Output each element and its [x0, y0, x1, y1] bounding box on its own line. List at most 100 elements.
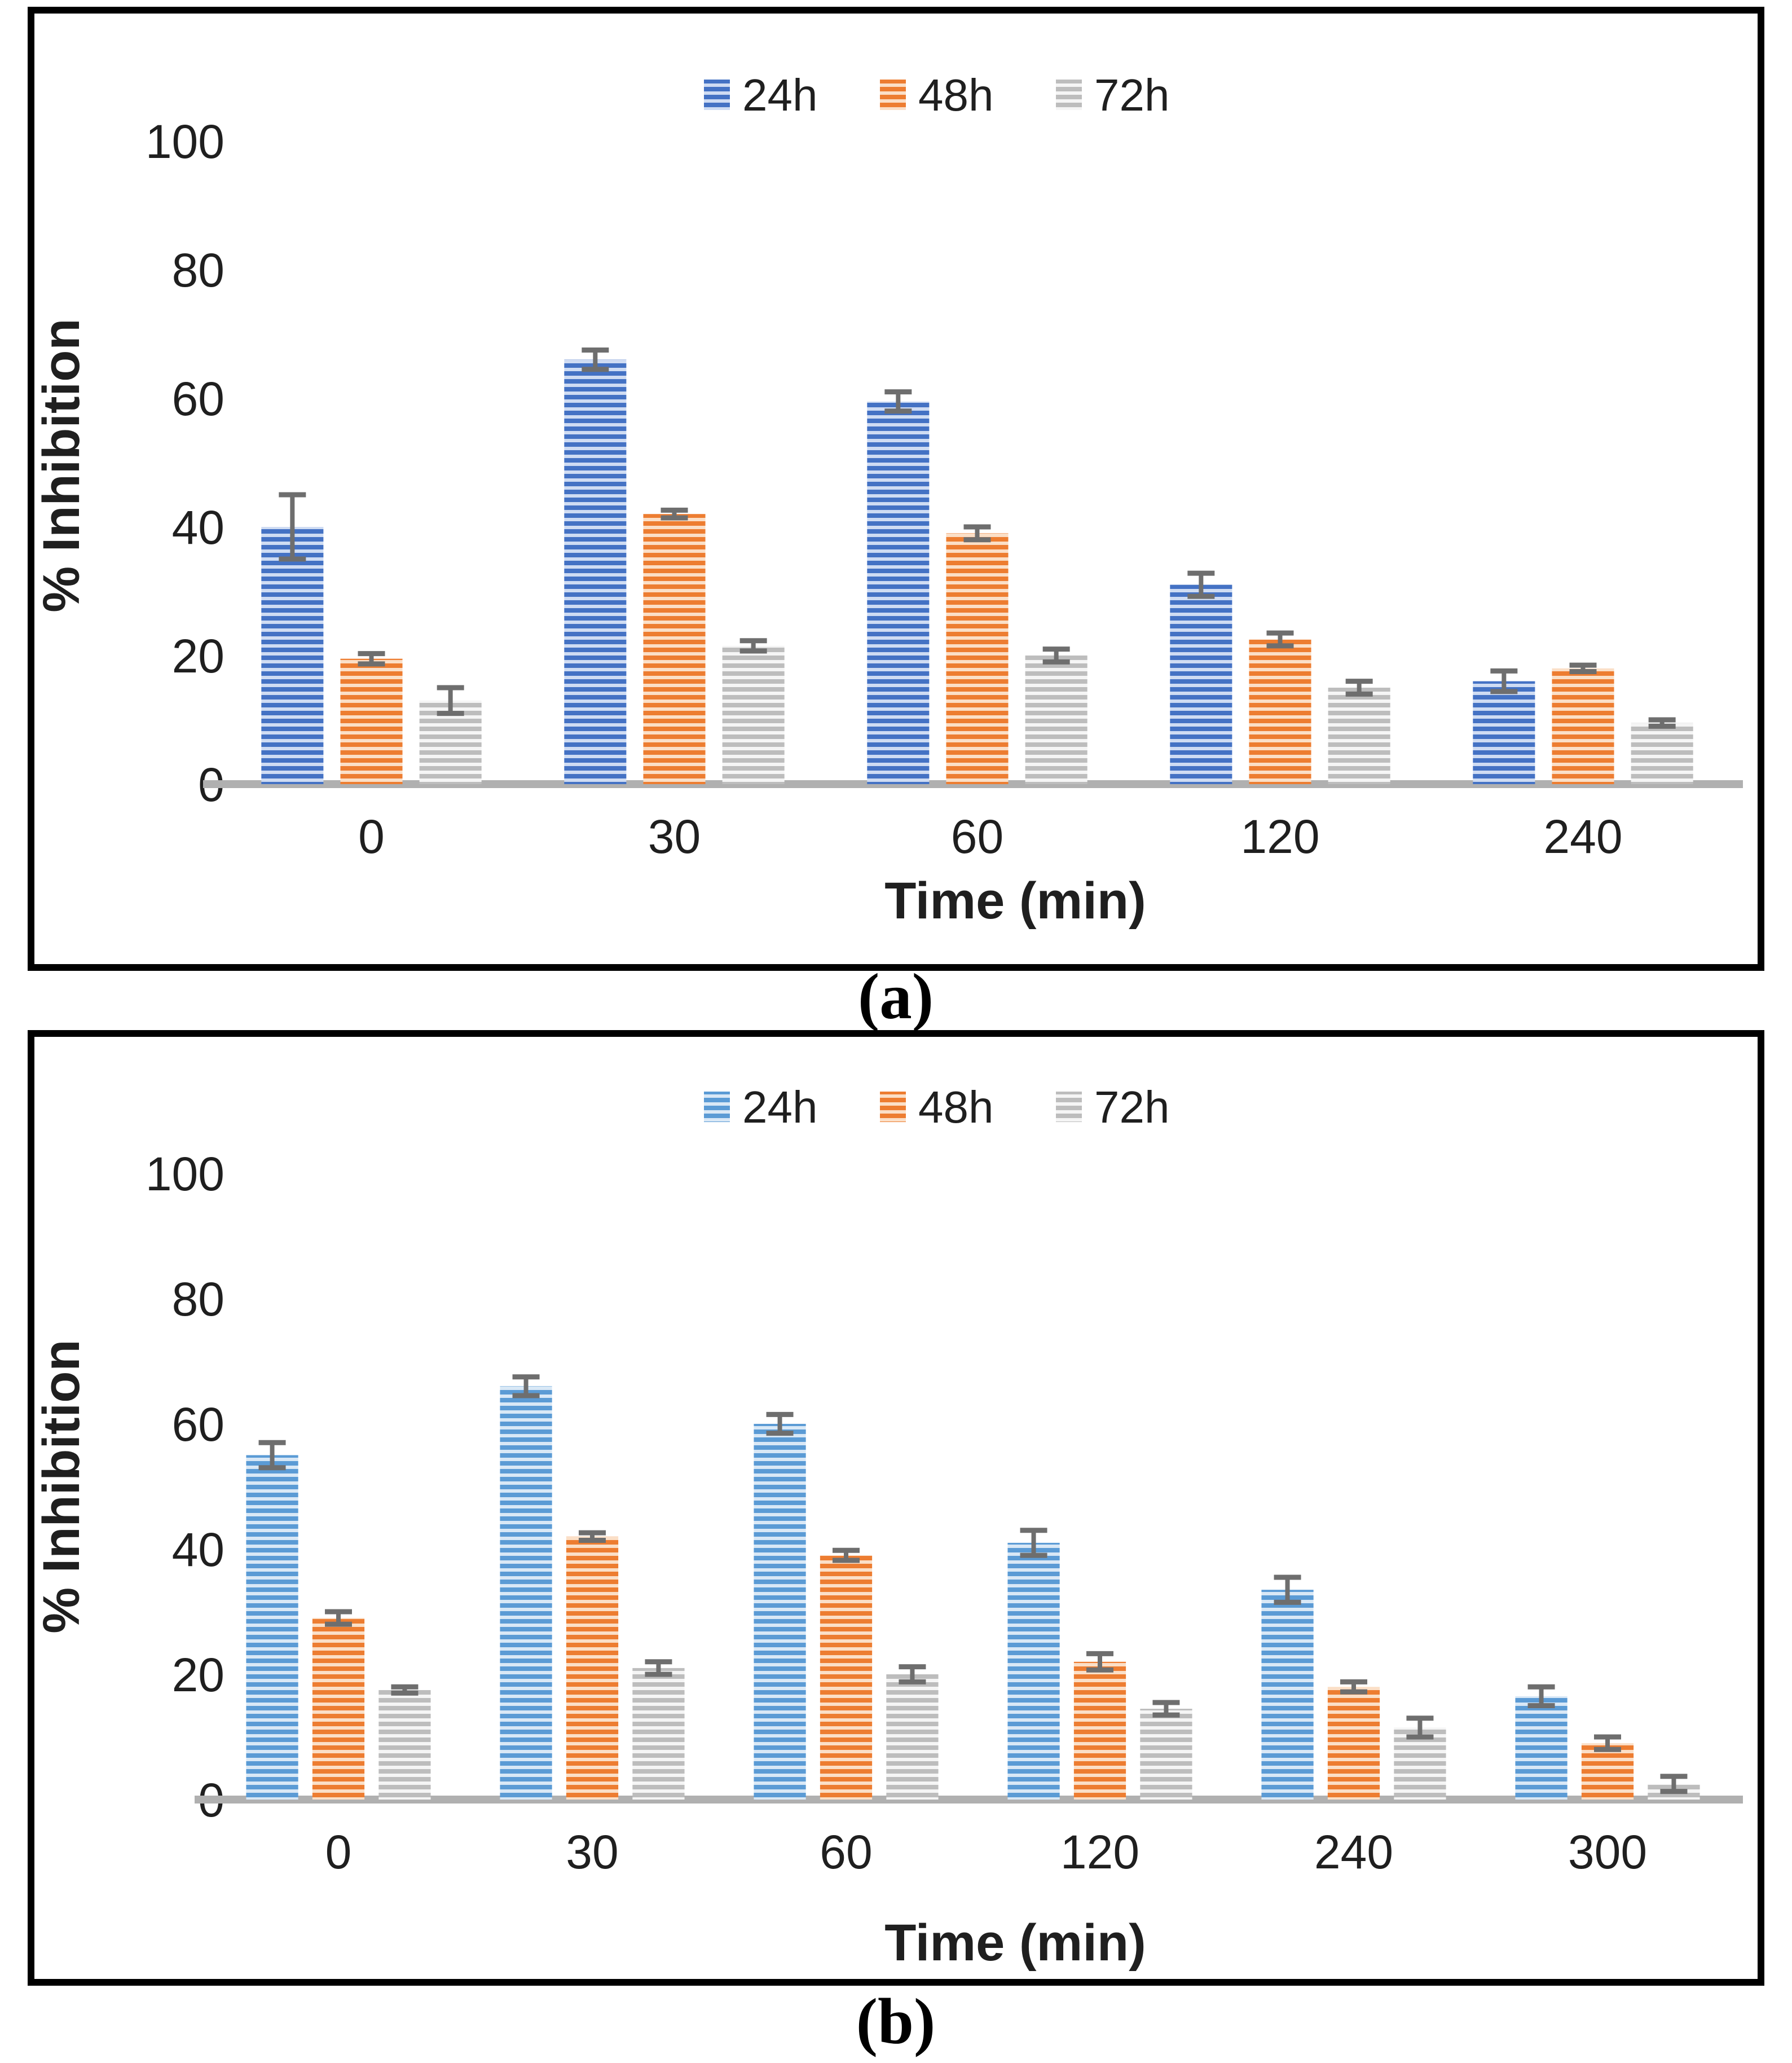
legend-label-24h: 24h: [742, 70, 817, 120]
bar-24h-0: [261, 527, 324, 784]
chart-a-y-axis-title: % Inhibition: [33, 318, 90, 612]
bar-48h-60: [820, 1555, 873, 1800]
panel-a-border: [28, 7, 1764, 971]
panel-b-caption: (b): [856, 1986, 936, 2057]
bar-72h-30: [722, 645, 785, 784]
legend-swatch-72h: [1056, 1092, 1082, 1122]
y-tick-label-80: 80: [172, 1273, 224, 1326]
error-bar-24h-0: [279, 492, 306, 562]
y-tick-label-100: 100: [146, 115, 224, 168]
y-tick-label-80: 80: [172, 244, 224, 297]
bar-72h-120: [1140, 1709, 1192, 1800]
error-bar-24h-240: [1490, 668, 1518, 694]
x-tick-label-30: 30: [648, 810, 701, 863]
error-bar-48h-60: [833, 1547, 860, 1563]
legend-label-72h: 72h: [1094, 70, 1169, 120]
chart-b-x-axis-title: Time (min): [884, 1914, 1146, 1972]
error-bar-48h-120: [1266, 630, 1294, 649]
bar-72h-60: [1025, 656, 1087, 784]
legend-item-72h: 72h: [1056, 70, 1169, 120]
bar-24h-0: [246, 1455, 298, 1800]
x-tick-label-300: 300: [1568, 1826, 1647, 1879]
bar-72h-0: [378, 1690, 431, 1800]
bar-24h-60: [754, 1424, 806, 1800]
y-tick-label-20: 20: [172, 630, 224, 683]
chart-b-y-axis-title: % Inhibition: [33, 1339, 90, 1633]
legend-swatch-24h: [704, 80, 730, 110]
error-bar-48h-0: [358, 651, 385, 667]
y-tick-label-20: 20: [172, 1648, 224, 1701]
error-bar-24h-120: [1187, 570, 1215, 599]
panel-a-caption: (a): [858, 961, 934, 1032]
bar-24h-300: [1515, 1696, 1568, 1800]
legend-swatch-48h: [880, 1092, 906, 1122]
bar-48h-120: [1249, 639, 1311, 784]
bar-48h-300: [1581, 1743, 1634, 1800]
error-bar-72h-60: [899, 1664, 926, 1684]
error-bar-72h-120: [1345, 679, 1373, 697]
bar-24h-30: [500, 1386, 552, 1800]
legend-label-24h: 24h: [742, 1082, 817, 1132]
error-bar-48h-0: [325, 1609, 352, 1627]
y-tick-label-60: 60: [172, 372, 224, 425]
error-bar-72h-0: [437, 685, 464, 716]
bar-24h-120: [1170, 584, 1232, 784]
y-tick-label-100: 100: [146, 1147, 224, 1200]
bar-24h-240: [1261, 1590, 1314, 1800]
x-tick-label-0: 0: [325, 1826, 352, 1879]
chart-a-x-axis-title: Time (min): [884, 872, 1146, 930]
error-bar-48h-30: [661, 507, 688, 521]
x-tick-label-240: 240: [1543, 810, 1622, 863]
legend-swatch-72h: [1056, 80, 1082, 110]
error-bar-24h-300: [1527, 1684, 1555, 1708]
error-bar-72h-120: [1152, 1700, 1180, 1718]
bar-24h-60: [867, 401, 930, 784]
error-bar-72h-240: [1648, 717, 1676, 729]
legend-item-72h: 72h: [1056, 1082, 1169, 1132]
error-bar-48h-240: [1340, 1679, 1367, 1695]
bar-72h-30: [632, 1668, 685, 1800]
bar-48h-240: [1552, 668, 1614, 784]
chart-a: 0204060801000306012024024h48h72h: [146, 70, 1743, 863]
legend-swatch-48h: [880, 80, 906, 110]
x-tick-label-120: 120: [1240, 810, 1319, 863]
x-tick-label-120: 120: [1060, 1826, 1139, 1879]
legend-item-48h: 48h: [880, 1082, 993, 1132]
x-tick-label-0: 0: [358, 810, 385, 863]
y-tick-label-40: 40: [172, 1523, 224, 1576]
y-tick-label-40: 40: [172, 501, 224, 554]
error-bar-48h-300: [1594, 1734, 1621, 1752]
bar-24h-30: [564, 359, 627, 784]
bar-48h-60: [946, 533, 1009, 784]
bar-48h-240: [1327, 1687, 1380, 1800]
bar-72h-120: [1328, 688, 1390, 784]
legend-label-72h: 72h: [1094, 1082, 1169, 1132]
legend-label-48h: 48h: [918, 70, 993, 120]
chart-b: 0204060801000306012024030024h48h72h: [146, 1082, 1743, 1879]
error-bar-24h-60: [884, 389, 912, 414]
error-bar-24h-0: [258, 1440, 286, 1471]
bar-48h-0: [312, 1618, 365, 1800]
x-tick-label-30: 30: [566, 1826, 618, 1879]
error-bar-72h-60: [1042, 646, 1070, 665]
legend-label-48h: 48h: [918, 1082, 993, 1132]
bar-48h-30: [643, 514, 706, 784]
x-tick-label-240: 240: [1314, 1826, 1393, 1879]
bar-48h-30: [566, 1536, 619, 1800]
bar-72h-60: [886, 1674, 939, 1800]
error-bar-48h-30: [579, 1530, 606, 1543]
x-tick-label-60: 60: [820, 1826, 872, 1879]
error-bar-24h-120: [1020, 1528, 1047, 1558]
bar-24h-240: [1473, 681, 1535, 784]
error-bar-24h-60: [766, 1411, 794, 1436]
error-bar-24h-240: [1274, 1574, 1301, 1605]
legend-item-24h: 24h: [704, 70, 817, 120]
error-bar-48h-120: [1086, 1651, 1113, 1673]
error-bar-72h-240: [1406, 1715, 1434, 1740]
bar-24h-120: [1007, 1542, 1060, 1800]
error-bar-24h-30: [512, 1374, 540, 1398]
legend-item-48h: 48h: [880, 70, 993, 120]
y-tick-label-60: 60: [172, 1398, 224, 1451]
